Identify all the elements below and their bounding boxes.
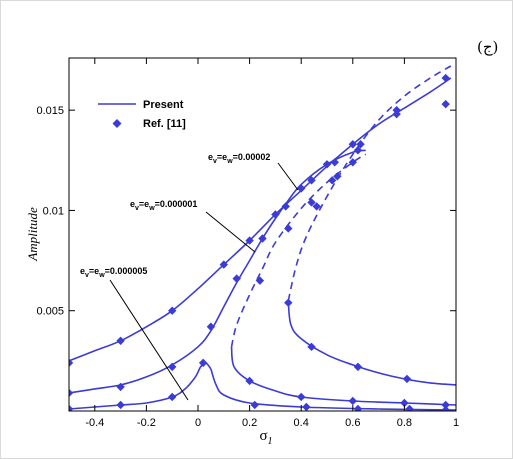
x-axis: -0.4 -0.2 0 0.2 0.4 0.6 0.8 1 xyxy=(85,58,459,429)
series-1-ref-point xyxy=(312,202,321,211)
corner-label: (ج) xyxy=(477,38,498,56)
series-3-ref-point xyxy=(405,404,414,411)
series-2-ref-point xyxy=(348,158,357,167)
series-2-ref-point xyxy=(116,382,125,392)
series-2-unstable xyxy=(230,153,367,347)
series-3-ref-point xyxy=(250,400,259,410)
series-2-ref-point xyxy=(255,276,265,285)
legend-marker-ref xyxy=(112,119,122,128)
series-1-ref-point xyxy=(284,298,293,307)
annotation-label-1: ev=ew=0.00002 xyxy=(208,152,270,165)
annotation-label-3: ev=ew=0.000005 xyxy=(80,266,147,279)
series-2-ref-point xyxy=(284,224,293,233)
series-1-ref-point xyxy=(441,99,450,109)
series-1-ref-point xyxy=(245,236,254,245)
plot-area xyxy=(68,57,457,412)
x-tick-label: 0.4 xyxy=(294,417,309,429)
y-tick-label: 0.01 xyxy=(43,205,64,217)
annotation-leader-1 xyxy=(277,162,299,191)
series-1-ref-point xyxy=(219,260,228,269)
x-tick-label: -0.4 xyxy=(85,417,104,429)
x-tick-label: 0.2 xyxy=(242,417,257,429)
series-2-ref-point xyxy=(327,176,337,185)
y-tick-label: 0.005 xyxy=(36,306,64,318)
x-tick-label: 1 xyxy=(453,417,459,429)
annotation-leader-2 xyxy=(205,211,256,253)
series-2-stable-lower xyxy=(230,346,456,406)
series-1-ref-point xyxy=(307,342,316,352)
series-1-ref-point xyxy=(402,374,412,384)
series-1-ref-point xyxy=(441,73,450,83)
series-1-ref-point xyxy=(69,358,74,368)
series-3-ref-point xyxy=(198,358,208,368)
series-1-ref-point xyxy=(392,109,401,119)
legend-label-ref: Ref. [11] xyxy=(143,118,186,130)
series-2-ref-point xyxy=(232,274,241,283)
series-1-ref-point xyxy=(348,140,357,149)
series-3-ref-point xyxy=(69,404,74,411)
series-2-ref-point xyxy=(441,400,450,410)
y-axis: 0.005 0.01 0.015 xyxy=(36,105,456,318)
series-2-ref-point xyxy=(307,198,316,207)
series-1-ref-point xyxy=(116,336,125,346)
series-1-ref-point xyxy=(356,140,365,149)
x-axis-title: σ1 xyxy=(259,428,272,447)
series-1-ref-point xyxy=(333,172,342,181)
series-2-ref-point xyxy=(258,234,267,243)
series-2-ref-point xyxy=(330,158,339,167)
x-tick-label: 0 xyxy=(195,417,201,429)
series-2-ref-point xyxy=(281,202,290,211)
series-2-ref-point xyxy=(348,396,357,406)
x-tick-label: 0.6 xyxy=(345,417,360,429)
x-tick-label: -0.2 xyxy=(137,417,156,429)
series-2-ref-point xyxy=(400,398,409,408)
series-3-ref-point xyxy=(116,400,125,410)
markers-layer xyxy=(69,73,450,411)
series-3-ref-point xyxy=(441,405,450,411)
annotation-leader-3 xyxy=(109,279,189,401)
series-3-stable-upper xyxy=(69,362,212,410)
series-1-unstable xyxy=(287,65,452,301)
series-2-ref-point xyxy=(297,392,306,402)
series-1-stable-upper xyxy=(69,77,452,362)
series-1-ref-point xyxy=(297,184,306,193)
series-2-ref-point xyxy=(69,388,74,398)
series-3-ref-point xyxy=(302,402,311,411)
y-axis-title: Amplitude xyxy=(25,207,40,262)
series-2-ref-point xyxy=(168,362,177,372)
legend-label-present: Present xyxy=(143,99,184,111)
series-2-ref-point xyxy=(206,322,216,331)
series-1-ref-point xyxy=(322,160,332,169)
series-3-ref-point xyxy=(168,392,177,402)
y-tick-label: 0.015 xyxy=(36,105,64,117)
series-2-ref-point xyxy=(307,176,316,185)
series-3-stable-lower xyxy=(210,368,456,411)
annotation-label-2: ev=ew=0.000001 xyxy=(130,199,197,212)
series-1-ref-point xyxy=(168,306,177,315)
series-2-ref-point xyxy=(245,376,254,386)
series-1-ref-point xyxy=(353,362,363,372)
series-1-ref-point xyxy=(271,210,280,219)
series-3-ref-point xyxy=(353,404,363,411)
series-2-ref-point xyxy=(353,146,363,155)
x-tick-label: 0.8 xyxy=(397,417,412,429)
series-1-stable-lower xyxy=(287,300,456,386)
